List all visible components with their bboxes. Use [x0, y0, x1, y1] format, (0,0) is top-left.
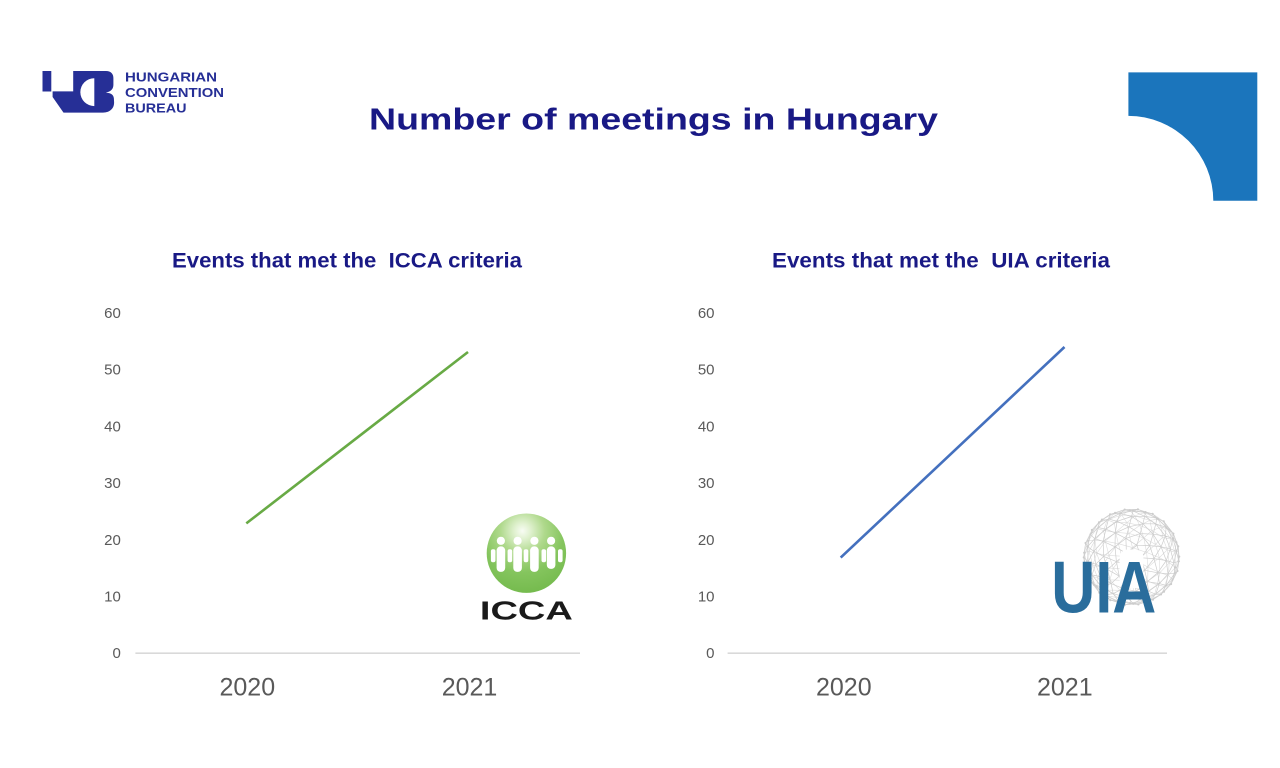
svg-text:Number of meetings in Hungary: Number of meetings in Hungary: [369, 101, 939, 136]
svg-text:50: 50: [104, 362, 121, 379]
svg-text:60: 60: [698, 305, 715, 322]
svg-text:50: 50: [698, 362, 715, 379]
svg-text:60: 60: [104, 305, 121, 322]
svg-text:10: 10: [104, 589, 121, 606]
svg-text:Events that met the UIA crite: Events that met the UIA criteria: [772, 250, 1110, 273]
svg-text:20: 20: [104, 532, 121, 549]
svg-text:30: 30: [104, 475, 121, 492]
svg-text:40: 40: [698, 418, 715, 435]
svg-text:0: 0: [112, 645, 120, 662]
svg-text:Events that met the ICCA crit: Events that met the ICCA criteria: [172, 250, 522, 273]
svg-text:CONVENTION: CONVENTION: [125, 85, 224, 100]
svg-text:BUREAU: BUREAU: [125, 101, 187, 116]
svg-text:ICCA: ICCA: [480, 595, 573, 625]
svg-text:2020: 2020: [816, 674, 872, 702]
svg-text:20: 20: [698, 532, 715, 549]
svg-text:2021: 2021: [1037, 674, 1093, 702]
svg-text:2020: 2020: [219, 674, 275, 702]
svg-text:0: 0: [706, 645, 714, 662]
svg-text:2021: 2021: [442, 674, 498, 702]
svg-text:UIA: UIA: [1051, 548, 1156, 629]
svg-text:30: 30: [698, 475, 715, 492]
svg-text:10: 10: [698, 589, 715, 606]
svg-text:HUNGARIAN: HUNGARIAN: [125, 69, 217, 84]
svg-text:40: 40: [104, 418, 121, 435]
